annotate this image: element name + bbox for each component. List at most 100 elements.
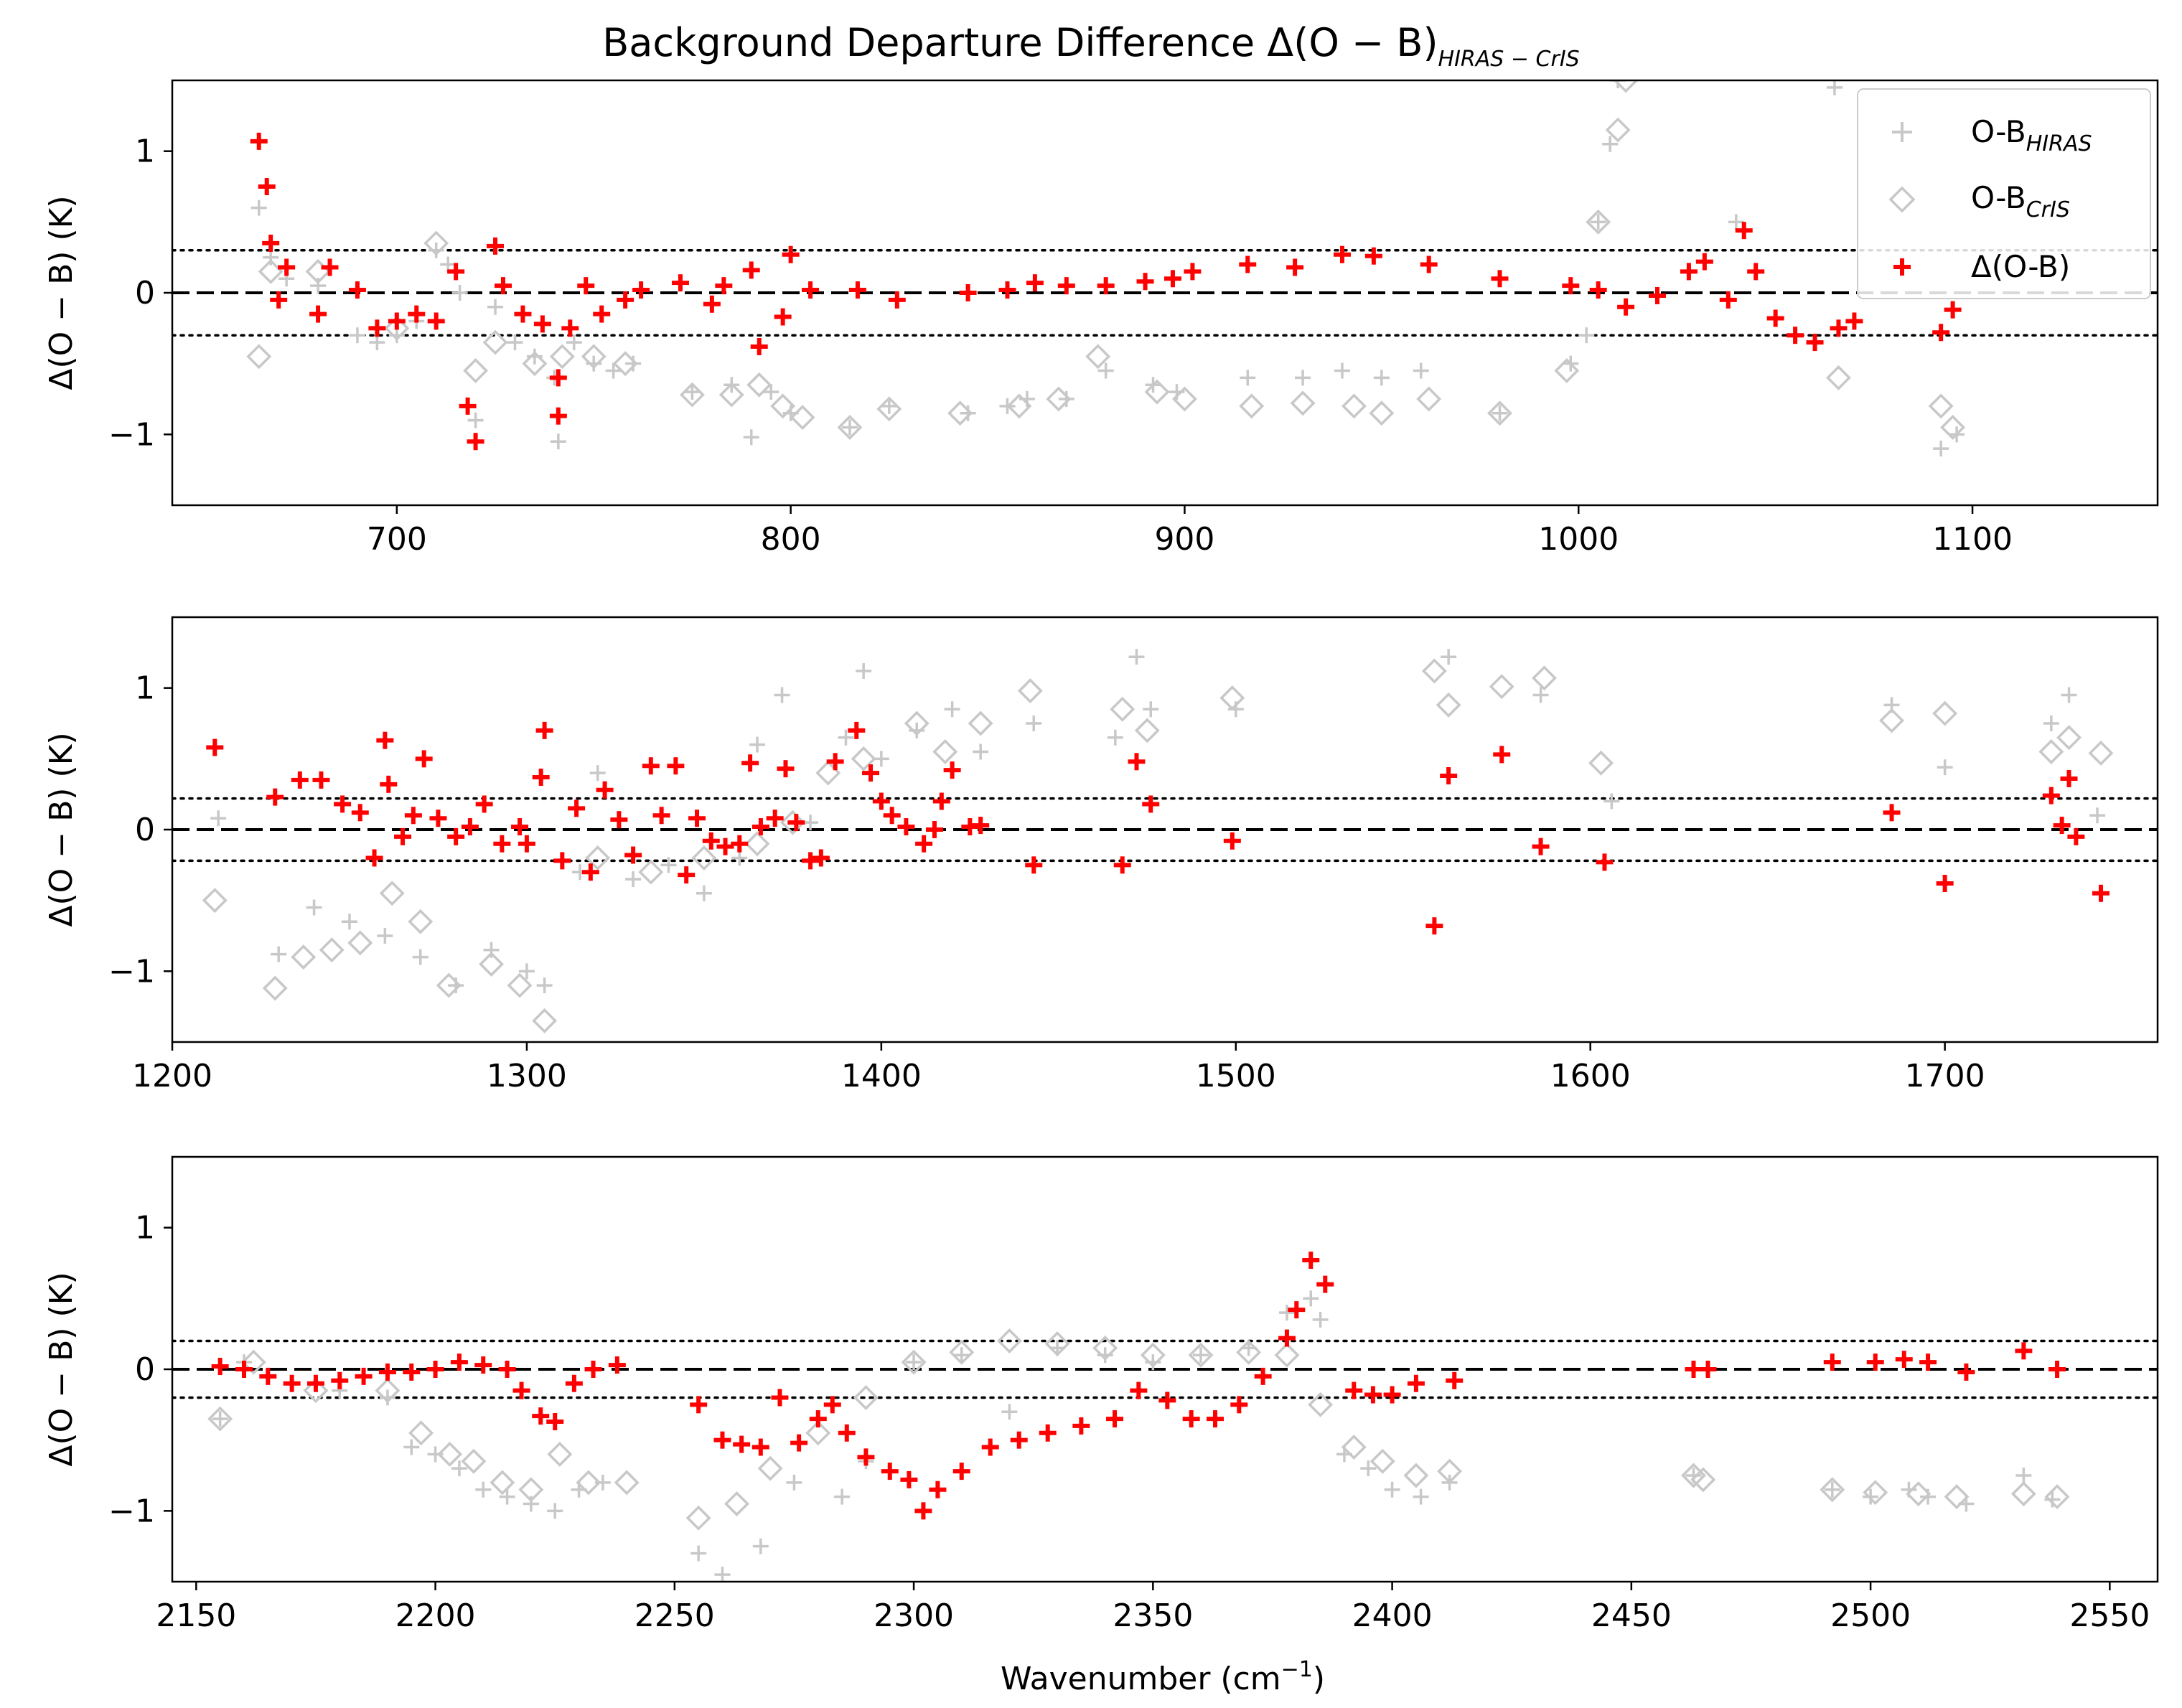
plot-area bbox=[172, 80, 2158, 457]
diff-point bbox=[1957, 1363, 1975, 1381]
cris-point bbox=[837, 414, 863, 440]
cris-point bbox=[1134, 718, 1160, 743]
y-tick-label: 1 bbox=[135, 133, 155, 170]
diff-point bbox=[1735, 222, 1753, 240]
cris-point bbox=[461, 1448, 487, 1474]
x-tick-label: 1200 bbox=[132, 1058, 212, 1094]
diff-point bbox=[394, 827, 412, 845]
cris-point bbox=[375, 1378, 401, 1404]
hiras-point bbox=[523, 1496, 539, 1512]
hiras-point bbox=[1312, 1311, 1329, 1328]
diff-point bbox=[235, 1361, 253, 1378]
hiras-point bbox=[749, 736, 765, 753]
diff-point bbox=[823, 1396, 841, 1414]
cris-point bbox=[1144, 379, 1170, 405]
legend-hiras-label: O-BHIRAS bbox=[1971, 114, 2092, 156]
diff-point bbox=[461, 818, 479, 836]
hiras-point bbox=[774, 687, 790, 703]
cris-point bbox=[1341, 393, 1367, 419]
cris-point bbox=[1586, 209, 1611, 235]
y-axis-label-top: Δ(O − B) (K) bbox=[43, 195, 80, 390]
hiras-point bbox=[684, 384, 701, 400]
cris-point bbox=[522, 351, 548, 377]
diff-point bbox=[667, 757, 685, 775]
cris-point bbox=[581, 344, 607, 370]
cris-point bbox=[1085, 344, 1111, 370]
hiras-point bbox=[536, 977, 553, 994]
diff-point bbox=[1383, 1386, 1401, 1404]
cris-point bbox=[1416, 386, 1442, 412]
y-tick-label: −1 bbox=[108, 416, 155, 453]
diff-point bbox=[1136, 273, 1154, 291]
y-tick-label: −1 bbox=[108, 953, 155, 990]
diff-point bbox=[1345, 1381, 1363, 1399]
diff-point bbox=[914, 1502, 932, 1520]
diff-point bbox=[702, 832, 720, 850]
cris-point bbox=[1290, 390, 1316, 416]
hiras-point bbox=[1192, 1347, 1209, 1364]
diff-point bbox=[309, 305, 327, 323]
cris-point bbox=[904, 710, 930, 736]
hiras-point bbox=[507, 334, 523, 351]
cris-point bbox=[1437, 1458, 1463, 1484]
hiras-point bbox=[1413, 362, 1429, 379]
diff-point bbox=[474, 1356, 492, 1374]
diff-point bbox=[1719, 291, 1737, 309]
cris-point bbox=[1944, 1484, 1970, 1510]
diff-point bbox=[1823, 1353, 1841, 1371]
diff-point bbox=[929, 1481, 947, 1498]
hiras-point bbox=[1602, 136, 1619, 152]
cris-point bbox=[1219, 685, 1245, 710]
cris-point bbox=[1188, 1342, 1214, 1368]
cris-point bbox=[949, 1339, 975, 1365]
cris-point bbox=[202, 888, 228, 914]
legend-diff-label: Δ(O-B) bbox=[1971, 249, 2070, 284]
cris-point bbox=[1044, 1331, 1070, 1356]
diff-point bbox=[258, 178, 276, 195]
diff-point bbox=[610, 811, 628, 829]
hiras-point bbox=[696, 885, 712, 901]
diff-point bbox=[1649, 286, 1667, 304]
cris-point bbox=[1421, 658, 1447, 684]
y-tick-label: −1 bbox=[108, 1493, 155, 1529]
diff-point bbox=[881, 1463, 899, 1481]
diff-point bbox=[549, 369, 567, 387]
diff-point bbox=[568, 799, 586, 817]
hiras-point bbox=[475, 1481, 492, 1498]
x-tick-label: 1300 bbox=[487, 1058, 567, 1094]
diff-point bbox=[652, 807, 670, 825]
hiras-point bbox=[1492, 405, 1508, 421]
cris-point bbox=[347, 930, 373, 956]
hiras-point bbox=[518, 963, 535, 980]
diff-point bbox=[2048, 1361, 2066, 1378]
diff-point bbox=[1883, 804, 1901, 822]
cris-point bbox=[262, 975, 288, 1001]
y-axis-label-middle: Δ(O − B) (K) bbox=[43, 732, 80, 926]
hiras-point bbox=[841, 419, 858, 436]
series-plus-red bbox=[250, 132, 1962, 451]
diff-point bbox=[1206, 1410, 1224, 1428]
y-tick-label: 0 bbox=[135, 1351, 155, 1388]
diff-point bbox=[632, 281, 650, 299]
cris-point bbox=[303, 1378, 329, 1404]
diff-point bbox=[1932, 324, 1950, 342]
cris-point bbox=[1092, 1335, 1118, 1361]
diff-point bbox=[2015, 1342, 2033, 1360]
legend-frame bbox=[1857, 88, 2151, 299]
cris-point bbox=[947, 400, 973, 426]
diff-point bbox=[565, 1374, 583, 1392]
diff-point bbox=[408, 305, 426, 323]
diff-point bbox=[1895, 1351, 1913, 1369]
diff-point bbox=[787, 814, 805, 832]
x-tick-label: 2400 bbox=[1352, 1597, 1433, 1634]
diff-point bbox=[777, 760, 795, 778]
diff-point bbox=[581, 863, 599, 881]
cris-point bbox=[423, 230, 449, 256]
plot-area bbox=[172, 1252, 2158, 1582]
diff-point bbox=[1010, 1431, 1028, 1449]
diff-point bbox=[283, 1374, 301, 1392]
diff-point bbox=[1407, 1374, 1425, 1392]
panel-bottom: 2150 2200 2250 2300 2350 2400 2450 2500 2550 −1 0 1 bbox=[108, 1155, 2159, 1634]
diff-point bbox=[1364, 1386, 1382, 1404]
diff-point bbox=[1944, 301, 1962, 319]
